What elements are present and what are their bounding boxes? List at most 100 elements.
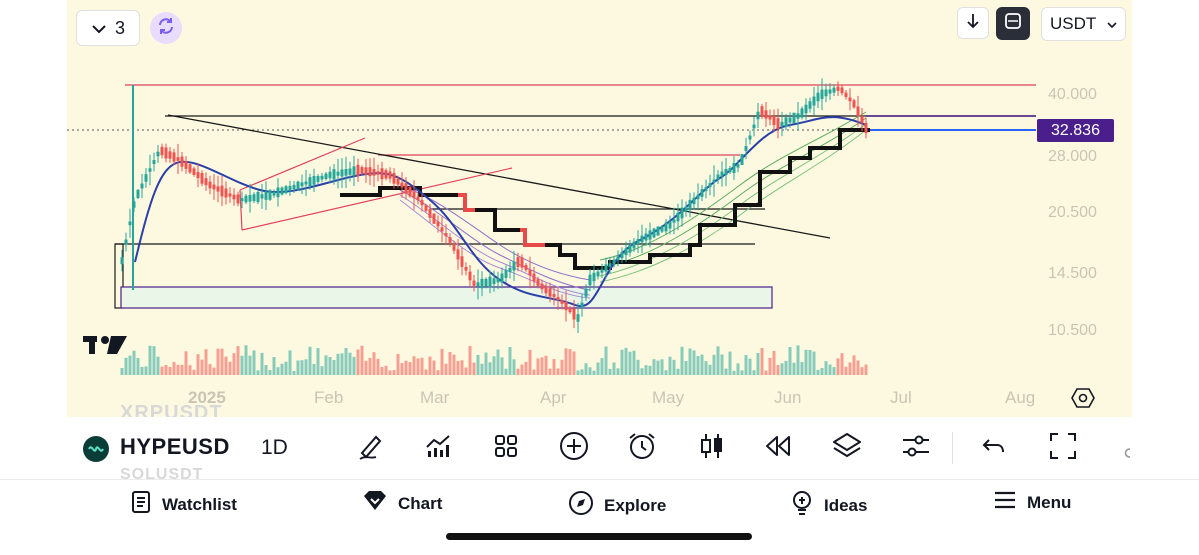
layers-icon [831, 431, 863, 466]
candle-body [696, 194, 700, 200]
candle-body [704, 187, 708, 191]
candle-body [544, 285, 548, 294]
candle-body [476, 282, 480, 287]
nav-explore[interactable]: Explore [568, 490, 666, 521]
volume-bar [532, 369, 536, 375]
candle-body [780, 121, 784, 127]
candle-body [480, 278, 484, 289]
nav-ideas[interactable]: Ideas [790, 490, 867, 521]
candle-body [444, 233, 448, 237]
candle-body [204, 178, 208, 186]
object-tree-button[interactable] [829, 430, 865, 466]
volume-bar [260, 352, 264, 375]
volume-bar [256, 370, 260, 375]
volume-bar [836, 358, 840, 375]
settings-button[interactable] [898, 430, 934, 466]
nav-watchlist-label: Watchlist [162, 494, 237, 514]
volume-bar [408, 362, 412, 375]
volume-bar [288, 350, 292, 375]
candle-body [300, 182, 304, 187]
volume-bar [400, 363, 404, 375]
layouts-button[interactable] [488, 430, 524, 466]
candle-body [388, 171, 392, 179]
candle-body [296, 181, 300, 190]
volume-bar [504, 368, 508, 375]
volume-bar [740, 370, 744, 375]
volume-bar [552, 359, 556, 375]
nav-chart[interactable]: Chart [362, 490, 442, 517]
menu-icon [993, 490, 1017, 515]
price-label: 10.500 [1048, 322, 1097, 339]
volume-bar [348, 352, 352, 375]
volume-bar [772, 350, 776, 375]
candle-body [788, 117, 792, 123]
add-button[interactable] [556, 430, 592, 466]
chart-settings-button[interactable] [1070, 385, 1098, 411]
volume-bar [208, 364, 212, 375]
interval-button[interactable]: 1D [261, 436, 288, 459]
nav-chart-label: Chart [398, 493, 443, 513]
candle-body [624, 248, 628, 256]
volume-bar [252, 350, 256, 375]
candle-body [120, 257, 124, 265]
volume-bar [616, 368, 620, 375]
alert-button[interactable] [624, 430, 660, 466]
more-tools-icon[interactable] [1122, 446, 1130, 458]
volume-bar [172, 361, 176, 375]
volume-bar [368, 357, 372, 375]
candle-body [756, 111, 760, 120]
volume-bar [268, 370, 272, 375]
volume-bar [352, 356, 356, 375]
sync-button[interactable] [150, 12, 182, 44]
volume-bar [312, 364, 316, 375]
volume-bar [224, 356, 228, 375]
fullscreen-button[interactable] [1045, 430, 1081, 466]
candle-body [824, 89, 828, 97]
rewind-icon [763, 433, 793, 464]
candle-body [492, 278, 496, 285]
volume-bar [324, 355, 328, 375]
currency-select[interactable]: USDT [1041, 7, 1126, 41]
volume-bar [728, 351, 732, 375]
drawing-tool-button[interactable] [353, 430, 389, 466]
indicators-button[interactable] [420, 430, 456, 466]
candle-body [396, 178, 400, 185]
candle-body [768, 115, 772, 120]
volume-bar [544, 355, 548, 375]
volume-bar [364, 360, 368, 375]
undo-button[interactable] [976, 430, 1012, 466]
replay-button[interactable] [760, 430, 796, 466]
volume-bar [236, 346, 240, 375]
nav-menu[interactable]: Menu [993, 490, 1071, 515]
volume-bar [420, 357, 424, 375]
candle-body [792, 112, 796, 124]
symbol-name[interactable]: HYPEUSD [120, 434, 230, 459]
volume-bar [796, 345, 800, 375]
volume-bar [232, 353, 236, 375]
download-button[interactable] [957, 7, 989, 39]
price-chart[interactable] [0, 0, 1199, 417]
chart-type-button[interactable] [694, 430, 730, 466]
volume-bar [124, 357, 128, 375]
candle-body [180, 156, 184, 167]
candle-body [640, 235, 644, 243]
price-label: 14.500 [1048, 265, 1097, 282]
candle-body [416, 196, 420, 201]
fullscreen-toggle[interactable] [996, 7, 1030, 40]
candle-body [776, 118, 780, 129]
volume-bar [160, 366, 164, 375]
volume-bar [732, 370, 736, 375]
candle-body [196, 171, 200, 179]
candle-body [340, 169, 344, 177]
candle-body [848, 97, 852, 102]
candle-body [524, 265, 528, 270]
volume-bar [564, 348, 568, 375]
volume-bar [180, 364, 184, 375]
candle-body [560, 300, 564, 304]
symbol-logo-icon [83, 436, 109, 462]
candle-body [860, 116, 864, 124]
nav-watchlist[interactable]: Watchlist [130, 490, 237, 519]
layout-count-button[interactable]: 3 [76, 10, 140, 46]
candlesticks [120, 78, 868, 333]
candle-body [352, 166, 356, 176]
